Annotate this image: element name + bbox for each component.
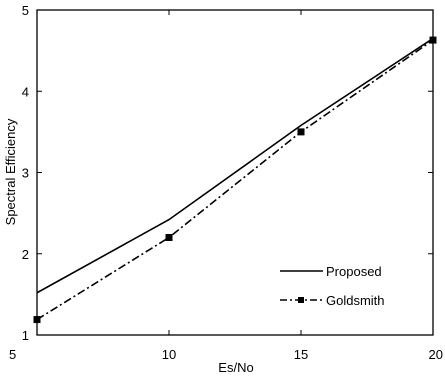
series-point-goldsmith <box>297 128 305 136</box>
series-line-proposed <box>36 37 434 294</box>
x-tick-label: 15 <box>294 347 308 362</box>
y-tick-label: 2 <box>22 247 29 262</box>
y-tick-label: 4 <box>22 84 29 99</box>
y-axis-title: Spectral Efficiency <box>3 118 18 225</box>
series-point-goldsmith <box>165 234 173 241</box>
x-tick-label: 20 <box>429 347 443 362</box>
axis-ticks <box>36 9 434 336</box>
x-tick-label: 10 <box>162 347 176 362</box>
y-tick-label: 3 <box>22 166 29 181</box>
x-tick-label: 5 <box>9 347 16 362</box>
series-point-goldsmith <box>429 36 437 44</box>
legend-label-goldsmith: Goldsmith <box>326 293 385 308</box>
y-tick-label: 1 <box>22 328 29 343</box>
series-layer <box>33 36 437 324</box>
x-axis-title: Es/No <box>218 360 253 375</box>
series-line-goldsmith <box>36 39 434 321</box>
y-tick-label: 5 <box>22 3 29 18</box>
legend-marker-goldsmith <box>298 297 304 303</box>
series-point-goldsmith <box>33 316 41 324</box>
tick-labels: 5 10 15 20 1 2 3 4 5 <box>9 3 443 362</box>
legend: Proposed Goldsmith <box>280 264 385 308</box>
legend-label-proposed: Proposed <box>326 264 382 279</box>
